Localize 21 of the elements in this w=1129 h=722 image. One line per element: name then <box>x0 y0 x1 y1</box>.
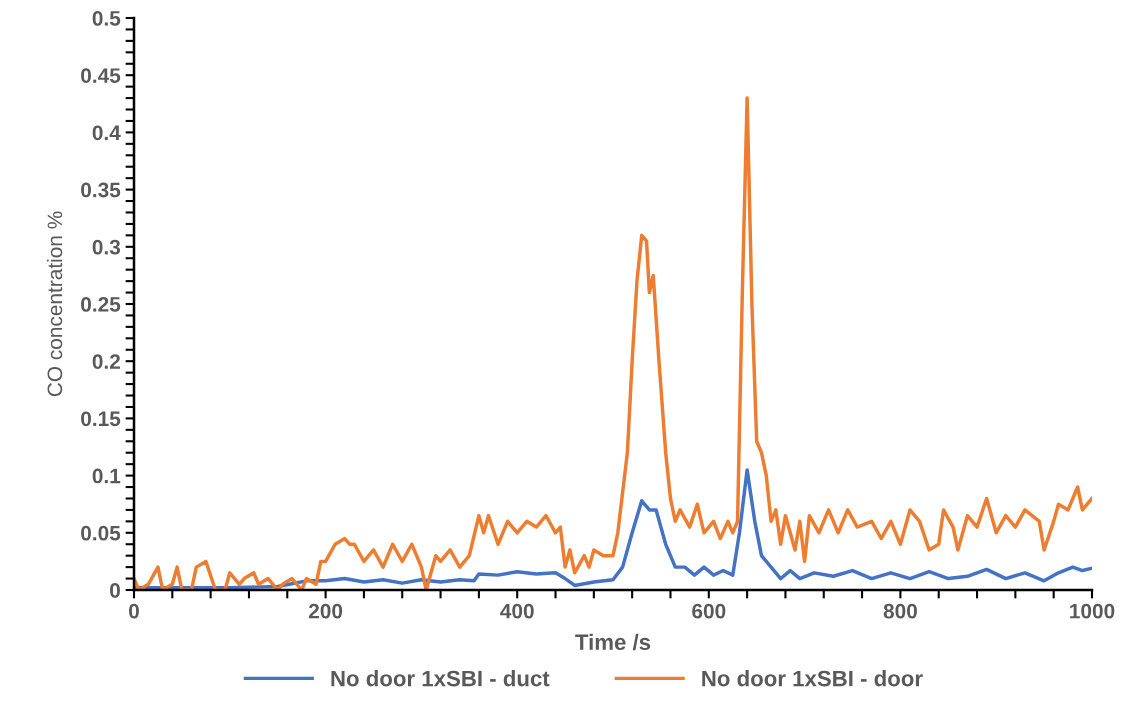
y-tick-label: 0.15 <box>81 411 121 427</box>
y-tick-label: 0.5 <box>92 11 121 26</box>
y-axis-title: CO concentration % <box>46 211 63 397</box>
x-tick-label: 800 <box>883 603 917 619</box>
y-tick-label: 0 <box>110 583 120 598</box>
y-tick-label: 0.3 <box>92 239 121 255</box>
y-tick-label: 0.35 <box>81 182 121 198</box>
y-tick-label: 0.1 <box>92 468 121 484</box>
x-tick-label: 1000 <box>1070 603 1115 619</box>
x-tick-label: 0 <box>129 603 139 619</box>
legend-label: No door 1xSBI - duct <box>331 670 550 687</box>
y-tick-label: 0.2 <box>92 354 120 369</box>
legend-label: No door 1xSBI - door <box>702 670 923 687</box>
y-tick-label: 0.25 <box>81 297 121 312</box>
x-tick-label: 400 <box>500 603 534 619</box>
x-axis-title: Time /s <box>575 633 651 651</box>
y-tick-label: 0.4 <box>92 125 121 141</box>
y-tick-label: 0.45 <box>81 68 121 83</box>
y-tick-label: 0.05 <box>81 525 121 541</box>
x-tick-label: 600 <box>692 603 726 619</box>
x-tick-label: 200 <box>308 603 343 619</box>
